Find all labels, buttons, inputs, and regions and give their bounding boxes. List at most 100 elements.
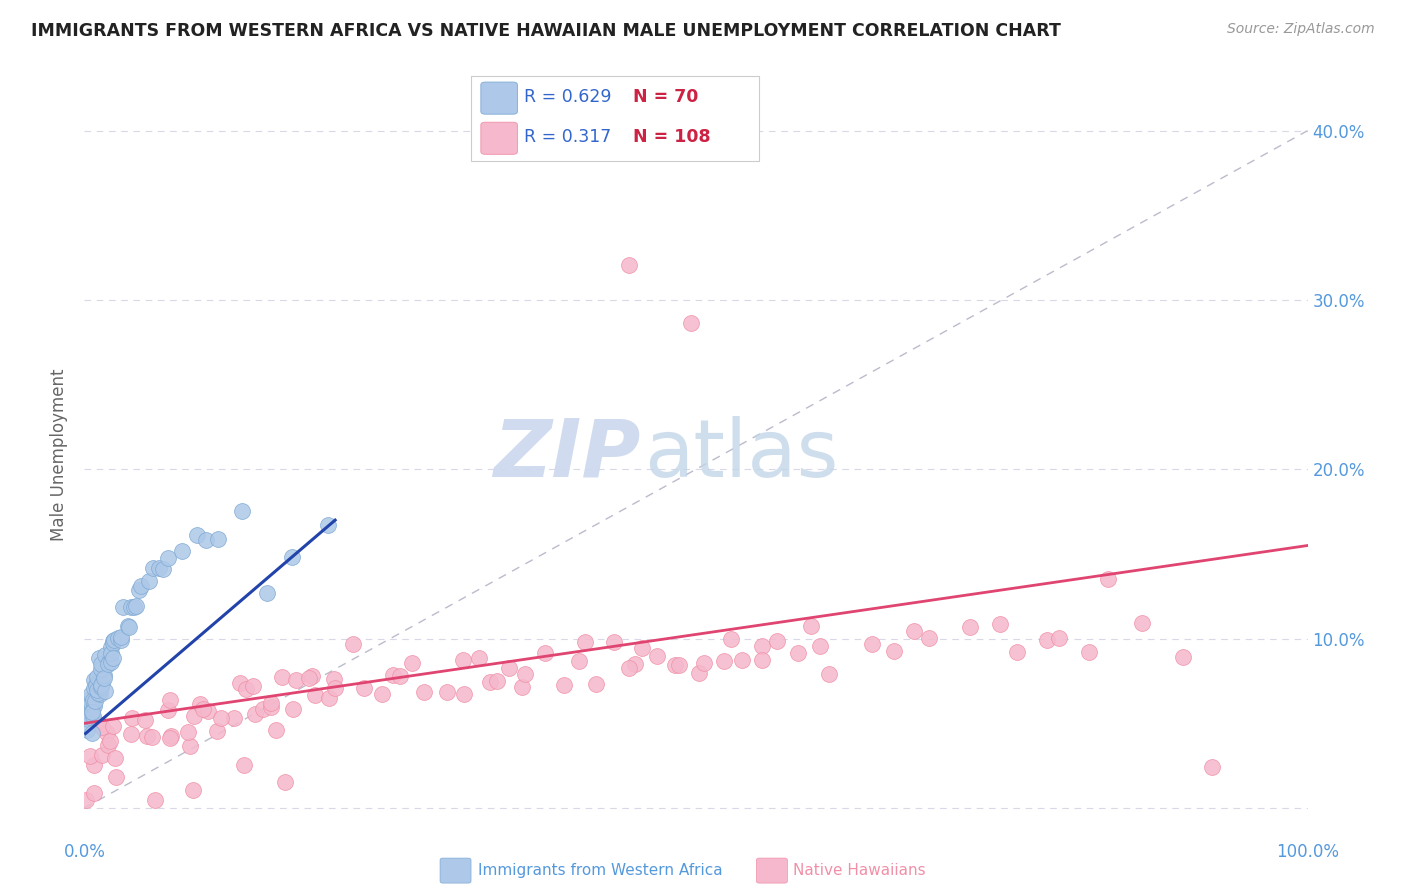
Point — [83, 698, 105, 713]
Point — [1035, 633, 1057, 648]
Point — [177, 725, 200, 739]
Point — [83, 786, 105, 800]
Point — [89, 718, 111, 732]
Point — [1047, 631, 1070, 645]
Point — [1097, 573, 1119, 587]
Point — [90, 681, 112, 695]
Point — [231, 504, 253, 518]
Text: Immigrants from Western Africa: Immigrants from Western Africa — [478, 863, 723, 878]
Point — [751, 653, 773, 667]
Point — [91, 720, 114, 734]
Point — [82, 706, 104, 720]
Point — [83, 757, 105, 772]
Point — [77, 709, 100, 723]
Point — [318, 690, 340, 705]
Point — [389, 669, 412, 683]
Point — [191, 702, 214, 716]
Point — [111, 600, 134, 615]
Point — [93, 671, 115, 685]
Point — [143, 792, 166, 806]
Point — [96, 725, 118, 739]
Point — [101, 651, 124, 665]
Point — [1201, 760, 1223, 774]
Point — [808, 639, 831, 653]
Point — [233, 758, 256, 772]
Point — [90, 661, 112, 675]
Text: Native Hawaiians: Native Hawaiians — [793, 863, 925, 878]
Point — [197, 704, 219, 718]
Point — [87, 686, 110, 700]
Point — [122, 599, 145, 614]
Point — [80, 701, 103, 715]
Point — [186, 528, 208, 542]
Point — [195, 533, 218, 547]
Point — [83, 681, 105, 695]
Point — [243, 706, 266, 721]
Point — [142, 561, 165, 575]
Point — [486, 674, 509, 689]
Point — [353, 681, 375, 695]
Point — [619, 258, 641, 272]
Point — [183, 709, 205, 723]
Point — [159, 692, 181, 706]
Point — [273, 775, 295, 789]
Point — [77, 700, 100, 714]
Point — [82, 708, 104, 723]
Point — [453, 687, 475, 701]
Point — [260, 699, 283, 714]
Point — [188, 698, 211, 712]
Point — [731, 653, 754, 667]
Point — [83, 694, 105, 708]
Point — [883, 644, 905, 658]
Point — [100, 646, 122, 660]
Text: R = 0.317: R = 0.317 — [524, 128, 612, 146]
Point — [76, 723, 98, 737]
Point — [120, 727, 142, 741]
Point — [617, 661, 640, 675]
Point — [84, 677, 107, 691]
Point — [568, 654, 591, 668]
Point — [90, 675, 112, 690]
Point — [86, 670, 108, 684]
Point — [316, 517, 339, 532]
Point — [281, 702, 304, 716]
Point — [86, 675, 108, 690]
Point — [90, 657, 112, 672]
Point — [131, 579, 153, 593]
Point — [298, 671, 321, 685]
Point — [468, 650, 491, 665]
Point — [89, 687, 111, 701]
Point — [156, 703, 179, 717]
Point — [80, 687, 103, 701]
Point — [79, 702, 101, 716]
Point — [82, 693, 104, 707]
Point — [412, 685, 434, 699]
Point — [574, 635, 596, 649]
Point — [172, 544, 194, 558]
Point — [959, 620, 981, 634]
Point — [668, 658, 690, 673]
Point — [121, 711, 143, 725]
Text: N = 108: N = 108 — [633, 128, 710, 146]
Point — [645, 648, 668, 663]
Y-axis label: Male Unemployment: Male Unemployment — [51, 368, 69, 541]
Point — [98, 656, 121, 670]
Point — [304, 688, 326, 702]
Point — [79, 748, 101, 763]
Point — [80, 696, 103, 710]
Point — [93, 668, 115, 682]
Point — [624, 657, 647, 671]
Text: IMMIGRANTS FROM WESTERN AFRICA VS NATIVE HAWAIIAN MALE UNEMPLOYMENT CORRELATION : IMMIGRANTS FROM WESTERN AFRICA VS NATIVE… — [31, 22, 1060, 40]
Point — [124, 599, 146, 613]
Point — [207, 532, 229, 546]
Point — [533, 646, 555, 660]
Point — [110, 632, 132, 647]
Point — [818, 666, 841, 681]
Point — [93, 683, 115, 698]
Point — [281, 549, 304, 564]
Point — [585, 677, 607, 691]
Point — [515, 667, 537, 681]
Point — [787, 647, 810, 661]
Point — [451, 653, 474, 667]
Point — [401, 656, 423, 670]
